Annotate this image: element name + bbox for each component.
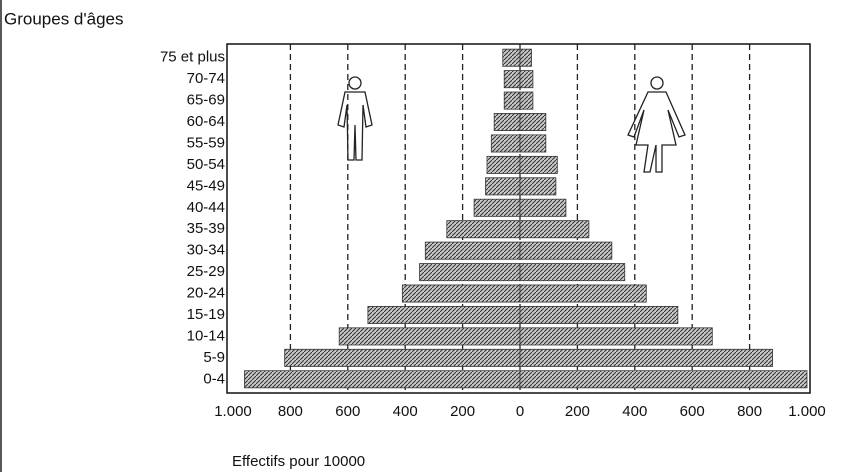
y-tick-label: 0-4: [203, 370, 225, 387]
bar: [519, 284, 647, 303]
y-tick-label: 15-19: [187, 306, 225, 323]
bar: [419, 263, 521, 282]
bar: [519, 134, 547, 153]
bar: [519, 241, 613, 260]
x-tick-label: 0: [516, 403, 524, 420]
bar: [519, 263, 626, 282]
x-tick-label: 1.000: [214, 403, 252, 420]
y-tick-label: 45-49: [187, 177, 225, 194]
y-tick-label: 65-69: [187, 92, 225, 109]
female-icon: [627, 76, 686, 173]
bar: [424, 241, 521, 260]
bar: [519, 155, 558, 174]
bar: [502, 48, 521, 67]
plot-frame: [226, 43, 811, 394]
bar: [338, 327, 521, 346]
bar: [503, 70, 521, 89]
y-tick-label: 20-24: [187, 285, 225, 302]
y-tick-label: 60-64: [187, 113, 225, 130]
x-tick-label: 800: [278, 403, 303, 420]
y-tick-label: 55-59: [187, 134, 225, 151]
x-tick-label: 600: [680, 403, 705, 420]
bar: [519, 198, 567, 217]
x-tick-label: 400: [393, 403, 418, 420]
bar: [519, 48, 532, 67]
bar: [244, 370, 521, 389]
x-tick-label: 200: [450, 403, 475, 420]
y-tick-label: 35-39: [187, 220, 225, 237]
bar: [519, 113, 547, 132]
bar: [503, 91, 521, 110]
bar: [446, 220, 521, 239]
bar: [401, 284, 521, 303]
bar: [486, 155, 521, 174]
male-icon: [337, 76, 373, 161]
x-tick-label: 1.000: [788, 403, 826, 420]
bar: [490, 134, 521, 153]
y-tick-label: 75 et plus: [160, 49, 225, 66]
bar: [367, 305, 521, 324]
bar: [519, 70, 534, 89]
bar: [473, 198, 521, 217]
bar: [519, 91, 534, 110]
bar: [519, 327, 713, 346]
x-tick-label: 400: [622, 403, 647, 420]
x-tick-label: 600: [335, 403, 360, 420]
y-tick-label: 40-44: [187, 199, 225, 216]
x-tick-label: 800: [737, 403, 762, 420]
y-tick-label: 10-14: [187, 327, 225, 344]
bar: [519, 177, 557, 196]
bar: [519, 370, 808, 389]
x-tick-label: 200: [565, 403, 590, 420]
bar: [485, 177, 521, 196]
x-axis-label: Effectifs pour 10000: [232, 453, 365, 470]
bar: [493, 113, 521, 132]
y-tick-label: 70-74: [187, 70, 225, 87]
y-tick-label: 30-34: [187, 242, 225, 259]
y-tick-label: 25-29: [187, 263, 225, 280]
y-tick-label: 5-9: [203, 349, 225, 366]
y-tick-label: 50-54: [187, 156, 225, 173]
bar: [284, 348, 521, 367]
bar: [519, 305, 679, 324]
bar: [519, 348, 773, 367]
chart-title: Groupes d'âges: [4, 9, 124, 28]
bar: [519, 220, 590, 239]
